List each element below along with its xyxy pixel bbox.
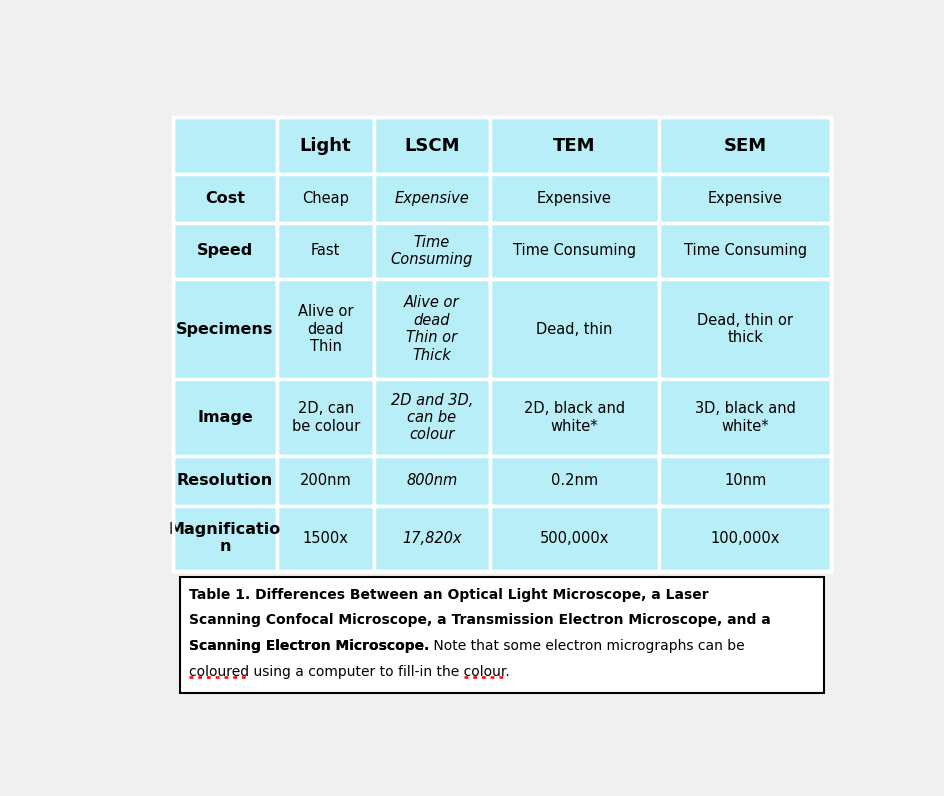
Bar	[660, 505, 832, 571]
Text: Specimens: Specimens	[177, 322, 274, 337]
Text: Alive or
dead
Thin: Alive or dead Thin	[298, 304, 353, 354]
Text: TEM: TEM	[553, 137, 596, 154]
Bar	[490, 380, 660, 455]
Bar	[660, 117, 832, 174]
Text: Cost: Cost	[205, 191, 244, 206]
Bar	[277, 505, 375, 571]
Bar	[173, 279, 277, 380]
Text: Table 1. Differences Between an Optical Light Microscope, a Laser: Table 1. Differences Between an Optical …	[189, 587, 709, 602]
Bar	[490, 505, 660, 571]
Text: Dead, thin: Dead, thin	[536, 322, 613, 337]
Bar	[375, 455, 490, 505]
Text: 10nm: 10nm	[724, 473, 767, 488]
Text: 200nm: 200nm	[300, 473, 351, 488]
Bar	[277, 455, 375, 505]
Text: 2D, can
be colour: 2D, can be colour	[292, 401, 360, 434]
Bar	[173, 455, 277, 505]
Text: 500,000x: 500,000x	[540, 531, 609, 545]
Text: Image: Image	[197, 410, 253, 425]
Text: Scanning Electron Microscope.: Scanning Electron Microscope.	[189, 639, 430, 654]
Text: Scanning Confocal Microscope, a Transmission Electron Microscope, and a: Scanning Confocal Microscope, a Transmis…	[189, 614, 770, 627]
Text: Cheap: Cheap	[302, 191, 349, 206]
Text: coloured: coloured	[189, 665, 249, 679]
Bar	[173, 505, 277, 571]
Bar	[375, 174, 490, 223]
Text: Scanning Electron Microscope.: Scanning Electron Microscope.	[189, 639, 430, 654]
Bar	[173, 380, 277, 455]
Text: Fast: Fast	[311, 244, 341, 259]
Text: Time Consuming: Time Consuming	[513, 244, 636, 259]
Bar	[660, 223, 832, 279]
Text: Expensive: Expensive	[537, 191, 612, 206]
Text: 2D, black and
white*: 2D, black and white*	[524, 401, 625, 434]
Bar	[375, 117, 490, 174]
Bar	[277, 223, 375, 279]
Bar	[375, 279, 490, 380]
Bar	[490, 117, 660, 174]
Text: 2D and 3D,
can be
colour: 2D and 3D, can be colour	[391, 392, 473, 443]
Text: 800nm: 800nm	[406, 473, 458, 488]
Text: Time Consuming: Time Consuming	[683, 244, 807, 259]
Text: Dead, thin or
thick: Dead, thin or thick	[698, 313, 793, 345]
Bar	[173, 223, 277, 279]
Text: Speed: Speed	[196, 244, 253, 259]
Bar	[173, 174, 277, 223]
Bar	[277, 174, 375, 223]
Text: Expensive: Expensive	[708, 191, 783, 206]
Text: coloured using a computer to fill-in the colour.: coloured using a computer to fill-in the…	[189, 665, 510, 679]
Bar	[660, 380, 832, 455]
Bar	[490, 174, 660, 223]
Bar	[180, 576, 824, 693]
Bar	[173, 117, 277, 174]
Bar	[277, 117, 375, 174]
Text: Resolution: Resolution	[177, 473, 273, 488]
Bar	[660, 279, 832, 380]
Text: 3D, black and
white*: 3D, black and white*	[695, 401, 796, 434]
Text: Note that some electron micrographs can be: Note that some electron micrographs can …	[430, 639, 745, 654]
Text: 0.2nm: 0.2nm	[551, 473, 598, 488]
Text: Expensive: Expensive	[395, 191, 469, 206]
Bar	[173, 117, 832, 571]
Text: Alive or
dead
Thin or
Thick: Alive or dead Thin or Thick	[404, 295, 460, 363]
Bar	[660, 174, 832, 223]
Text: Time
Consuming: Time Consuming	[391, 235, 473, 267]
Text: coloured using a computer to fill-in the: coloured using a computer to fill-in the	[189, 665, 464, 679]
Text: 17,820x: 17,820x	[402, 531, 462, 545]
Bar	[660, 455, 832, 505]
Bar	[490, 223, 660, 279]
Text: colour: colour	[464, 665, 507, 679]
Text: 100,000x: 100,000x	[711, 531, 780, 545]
Text: LSCM: LSCM	[404, 137, 460, 154]
Text: 1500x: 1500x	[303, 531, 348, 545]
Bar	[375, 223, 490, 279]
Bar	[375, 380, 490, 455]
Bar	[277, 380, 375, 455]
Text: SEM: SEM	[724, 137, 767, 154]
Bar	[277, 279, 375, 380]
Bar	[375, 505, 490, 571]
Text: Light: Light	[300, 137, 351, 154]
Bar	[490, 279, 660, 380]
Bar	[490, 455, 660, 505]
Text: Magnificatio
n: Magnificatio n	[169, 522, 281, 554]
